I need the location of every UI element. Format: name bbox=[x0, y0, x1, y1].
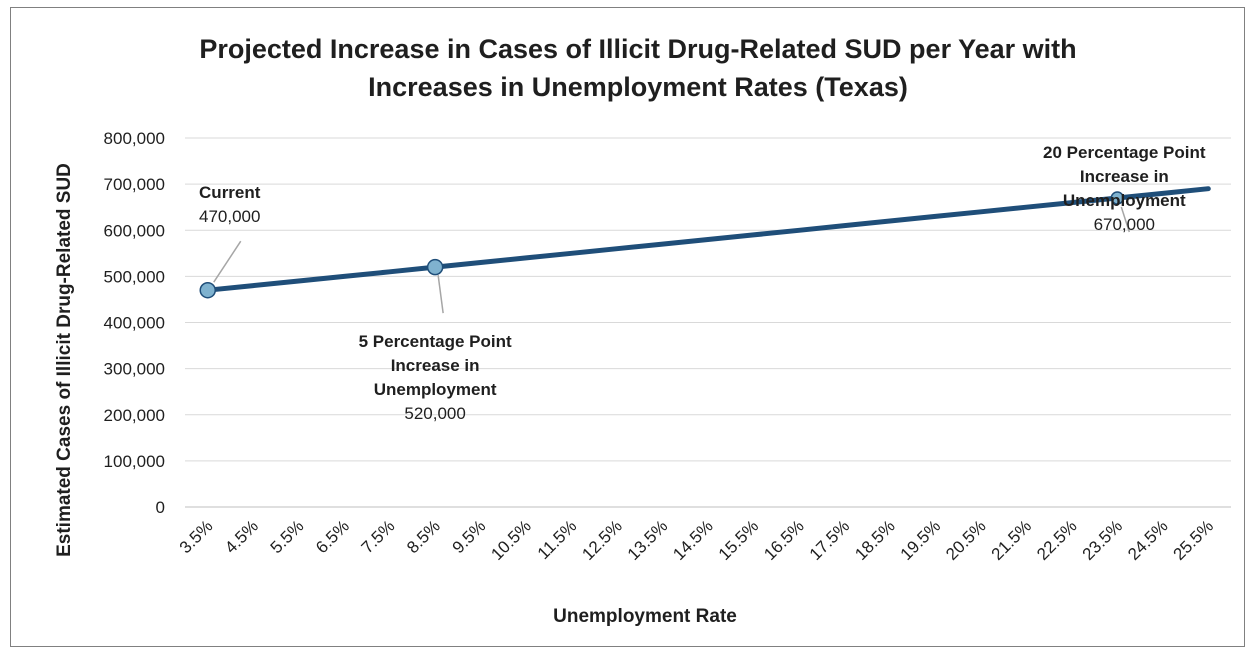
x-tick-label: 13.5% bbox=[624, 516, 672, 564]
y-axis-tick-labels: 0 100,000 200,000 300,000 400,000 500,000 600,… bbox=[104, 129, 165, 517]
data-point-marker bbox=[199, 281, 216, 299]
y-tick-label: 200,000 bbox=[104, 406, 165, 425]
x-tick-label: 8.5% bbox=[403, 516, 444, 557]
x-axis-title: Unemployment Rate bbox=[553, 606, 737, 627]
annotation-label: 5 Percentage Point bbox=[359, 332, 512, 351]
x-tick-label: 16.5% bbox=[760, 516, 808, 564]
data-annotations: Current 470,000 5 Percentage Point Increase… bbox=[199, 143, 1206, 423]
y-tick-label: 800,000 bbox=[104, 129, 165, 148]
y-tick-label: 500,000 bbox=[104, 267, 165, 286]
x-tick-label: 22.5% bbox=[1033, 516, 1081, 564]
y-tick-label: 100,000 bbox=[104, 452, 165, 471]
annotation-label: 20 Percentage Point bbox=[1043, 143, 1206, 162]
chart-title: Projected Increase in Cases of Illicit D… bbox=[199, 34, 1076, 102]
series-line-group bbox=[205, 186, 1211, 293]
x-tick-label: 12.5% bbox=[578, 516, 626, 564]
annotation-label: Unemployment bbox=[374, 380, 497, 399]
annotation-label: Increase in bbox=[1080, 167, 1169, 186]
x-tick-label: 6.5% bbox=[312, 516, 353, 557]
x-tick-label: 18.5% bbox=[851, 516, 899, 564]
chart-frame bbox=[10, 7, 1245, 647]
x-tick-label: 15.5% bbox=[715, 516, 763, 564]
data-point-markers bbox=[199, 191, 1125, 299]
annotation-label: Unemployment bbox=[1063, 191, 1186, 210]
x-tick-label: 4.5% bbox=[221, 516, 262, 557]
data-point-marker bbox=[1110, 191, 1125, 205]
annotation-value: 670,000 bbox=[1094, 215, 1155, 234]
annotation-label: Current bbox=[199, 183, 261, 202]
annotation-label: Increase in bbox=[391, 356, 480, 375]
x-tick-label: 24.5% bbox=[1124, 516, 1172, 564]
annotation-leader-line bbox=[213, 240, 242, 283]
x-tick-label: 19.5% bbox=[897, 516, 945, 564]
annotation-value: 520,000 bbox=[404, 404, 465, 423]
x-axis-tick-labels: 3.5% 4.5% 5.5% 6.5% 7.5% 8.5% 9.5%10.5%11.5%12… bbox=[176, 516, 1217, 564]
series-line bbox=[205, 186, 1211, 293]
x-tick-label: 5.5% bbox=[267, 516, 308, 557]
x-tick-label: 11.5% bbox=[534, 516, 581, 563]
chart-title-line-2: Increases in Unemployment Rates (Texas) bbox=[368, 72, 908, 102]
y-axis-title: Estimated Cases of Illicit Drug-Related … bbox=[54, 163, 75, 557]
annotation-value: 470,000 bbox=[199, 207, 260, 226]
x-tick-label: 7.5% bbox=[358, 516, 399, 557]
annotation-leader-line bbox=[1120, 206, 1131, 233]
x-tick-label: 20.5% bbox=[942, 516, 990, 564]
chart-title-line-1: Projected Increase in Cases of Illicit D… bbox=[199, 34, 1076, 64]
y-tick-label: 0 bbox=[156, 498, 165, 517]
data-point-marker bbox=[426, 258, 444, 276]
x-tick-label: 23.5% bbox=[1079, 516, 1127, 564]
y-tick-label: 400,000 bbox=[104, 314, 165, 333]
x-tick-label: 17.5% bbox=[806, 516, 854, 564]
x-tick-label: 14.5% bbox=[669, 516, 717, 564]
annotation-leader-lines bbox=[213, 206, 1131, 314]
y-tick-label: 700,000 bbox=[104, 175, 165, 194]
y-tick-label: 300,000 bbox=[104, 360, 165, 379]
x-tick-label: 9.5% bbox=[449, 516, 490, 557]
x-tick-label: 10.5% bbox=[487, 516, 535, 564]
gridlines bbox=[185, 137, 1231, 508]
x-tick-label: 21.5% bbox=[988, 516, 1036, 564]
y-tick-label: 600,000 bbox=[104, 221, 165, 240]
annotation-leader-line bbox=[437, 275, 444, 314]
x-tick-label: 3.5% bbox=[176, 516, 217, 557]
x-tick-label: 25.5% bbox=[1170, 516, 1218, 564]
